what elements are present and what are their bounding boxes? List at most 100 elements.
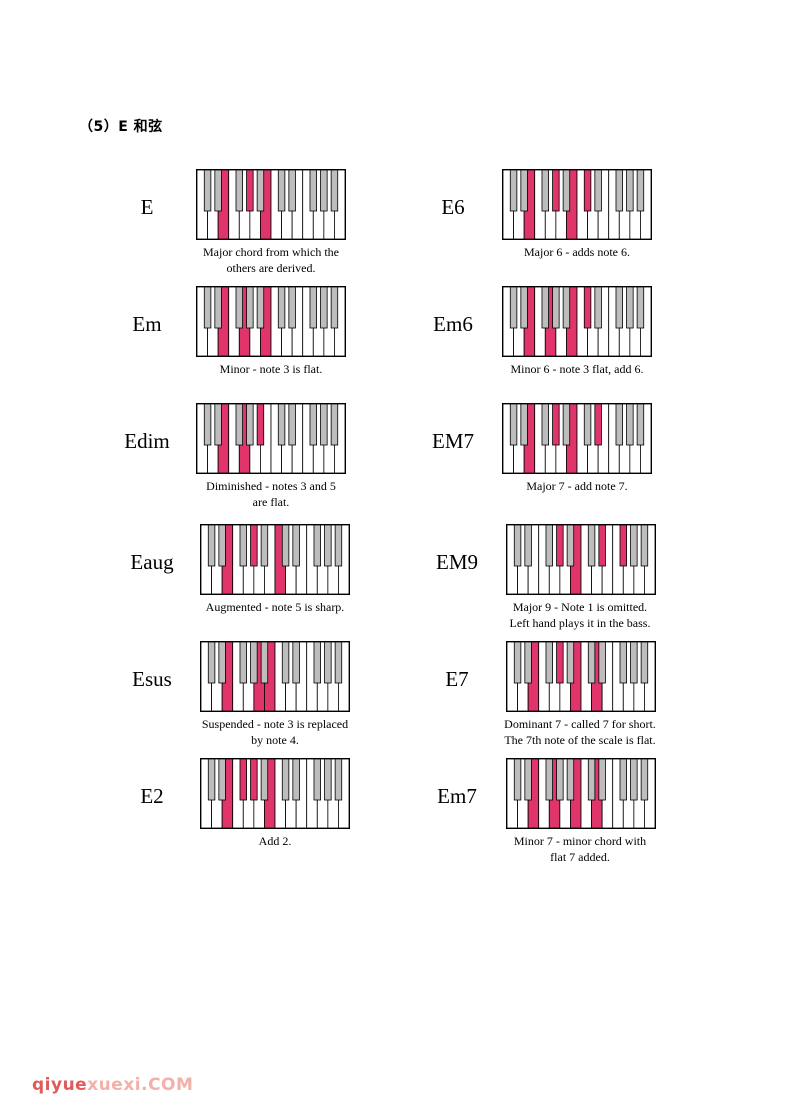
piano-keyboard	[506, 524, 656, 595]
chord-name: Em	[132, 312, 162, 336]
black-key	[541, 170, 549, 212]
keyboard-svg	[507, 642, 655, 711]
black-key	[214, 404, 222, 446]
piano-keyboard	[502, 403, 652, 474]
black-key	[541, 404, 549, 446]
black-key	[587, 525, 596, 567]
site-watermark: qiyuexuexi.COM	[32, 1075, 193, 1095]
black-key	[594, 170, 602, 212]
black-key	[309, 404, 317, 446]
black-key	[250, 642, 258, 684]
black-key	[292, 759, 300, 801]
black-key	[520, 404, 528, 446]
black-key	[292, 525, 300, 567]
black-key	[260, 642, 269, 684]
black-key	[246, 404, 254, 446]
black-key	[334, 642, 343, 684]
black-key	[640, 525, 649, 567]
black-key	[281, 642, 290, 684]
black-key	[520, 170, 528, 212]
black-key	[277, 287, 286, 329]
keyboard-svg	[507, 759, 655, 828]
keyboard-svg	[507, 525, 655, 594]
chord-name: E	[140, 195, 154, 219]
black-key	[250, 525, 258, 567]
black-key	[524, 525, 532, 567]
chord-name: Em6	[433, 312, 473, 336]
black-key	[281, 525, 290, 567]
black-key	[583, 404, 592, 446]
black-key	[288, 170, 296, 212]
black-key	[583, 287, 592, 329]
black-key	[235, 404, 243, 446]
black-key	[246, 170, 254, 212]
black-key	[309, 287, 317, 329]
black-key	[619, 525, 627, 567]
black-key	[218, 759, 226, 801]
black-key	[583, 170, 592, 212]
keyboard-svg	[503, 287, 651, 356]
black-key	[552, 170, 560, 212]
piano-keyboard	[196, 169, 346, 240]
black-key	[203, 170, 212, 212]
piano-keyboard	[506, 641, 656, 712]
black-key	[556, 642, 564, 684]
black-key	[320, 404, 328, 446]
black-key	[207, 525, 216, 567]
chord-description: Minor 7 - minor chord with flat 7 added.	[513, 834, 647, 864]
black-key	[256, 287, 265, 329]
chord-description: Dominant 7 - called 7 for short. The 7th …	[504, 717, 656, 747]
chord-description: Add 2.	[258, 834, 292, 848]
chord-name: Edim	[124, 429, 170, 453]
black-key	[330, 287, 339, 329]
piano-keyboard	[196, 286, 346, 357]
piano-keyboard	[200, 641, 350, 712]
black-key	[288, 287, 296, 329]
black-key	[207, 642, 216, 684]
chord-name: EM9	[436, 550, 478, 574]
black-key	[513, 759, 522, 801]
black-key	[214, 287, 222, 329]
black-key	[545, 759, 553, 801]
chord-description: Minor - note 3 is flat.	[219, 362, 323, 376]
black-key	[250, 759, 258, 801]
black-key	[545, 642, 553, 684]
black-key	[520, 287, 528, 329]
black-key	[239, 759, 247, 801]
black-key	[630, 642, 638, 684]
black-key	[636, 287, 645, 329]
black-key	[615, 404, 623, 446]
black-key	[615, 170, 623, 212]
chord-name: E6	[441, 195, 465, 219]
watermark-part-1: qiyue	[32, 1075, 88, 1095]
black-key	[277, 170, 286, 212]
chord-description: Diminished - notes 3 and 5 are flat.	[206, 479, 336, 509]
black-key	[587, 759, 596, 801]
black-key	[313, 759, 321, 801]
chord-description: Augmented - note 5 is sharp.	[205, 600, 345, 614]
black-key	[313, 525, 321, 567]
black-key	[619, 642, 627, 684]
black-key	[619, 759, 627, 801]
black-key	[260, 759, 269, 801]
watermark-part-2: xuexi.COM	[87, 1075, 194, 1095]
chord-name: Eaug	[130, 550, 174, 574]
black-key	[562, 404, 571, 446]
black-key	[203, 404, 212, 446]
black-key	[562, 287, 571, 329]
black-key	[630, 759, 638, 801]
black-key	[513, 642, 522, 684]
black-key	[218, 642, 226, 684]
black-key	[598, 525, 606, 567]
black-key	[324, 525, 332, 567]
chord-description: Major chord from which the others are der…	[203, 245, 339, 275]
black-key	[552, 404, 560, 446]
black-key	[566, 759, 575, 801]
black-key	[552, 287, 560, 329]
section-heading: （5）E 和弦	[79, 119, 163, 135]
black-key	[330, 170, 339, 212]
keyboard-svg	[197, 404, 345, 473]
black-key	[330, 404, 339, 446]
piano-keyboard	[200, 524, 350, 595]
black-key	[235, 170, 243, 212]
